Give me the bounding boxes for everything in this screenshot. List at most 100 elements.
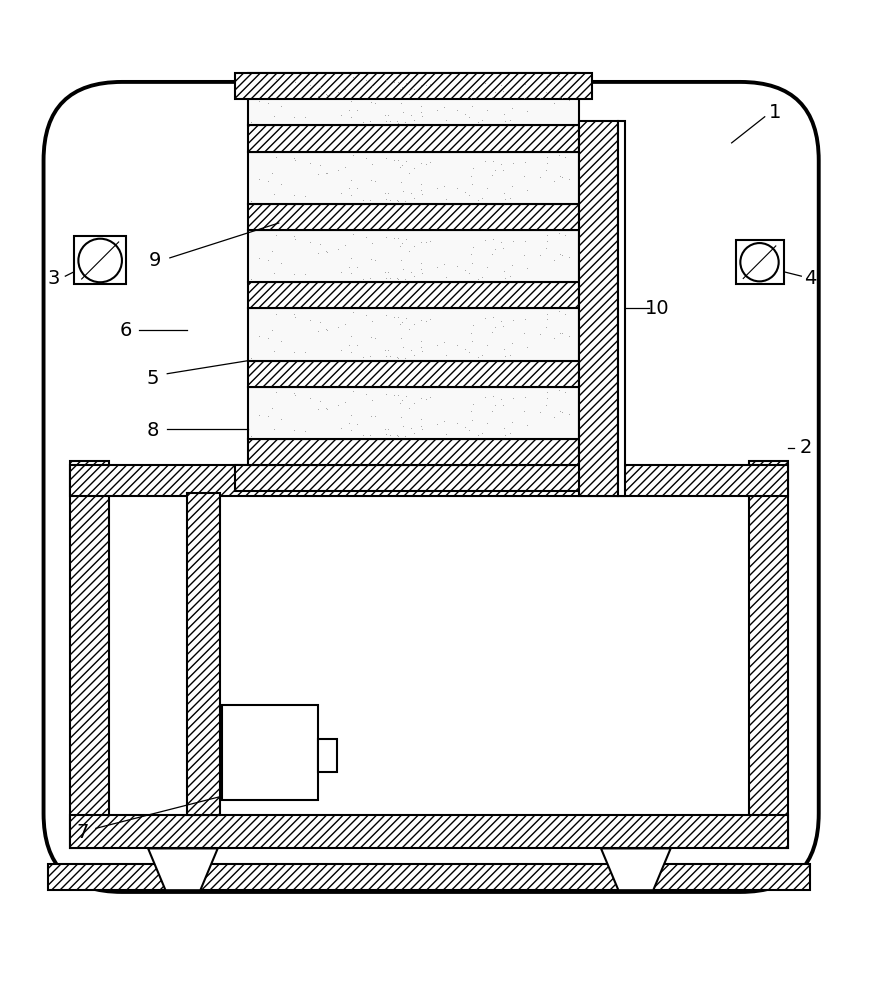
Point (407, 395, 421, 411)
Point (381, 185, 395, 201)
Point (496, 162, 510, 178)
Point (365, 78, 379, 94)
Point (533, 169, 547, 185)
Point (363, 270, 377, 286)
Point (261, 173, 275, 189)
Point (311, 323, 325, 339)
Point (378, 107, 392, 123)
Point (349, 259, 363, 275)
Point (470, 271, 484, 287)
Point (391, 350, 405, 366)
Point (338, 237, 352, 253)
Point (321, 322, 334, 338)
Point (391, 230, 405, 246)
Point (480, 259, 494, 275)
Point (390, 192, 404, 208)
Point (485, 403, 499, 419)
Point (319, 243, 333, 259)
Point (407, 425, 421, 441)
Point (252, 328, 266, 344)
Point (345, 344, 359, 360)
Point (287, 228, 300, 244)
Point (355, 271, 369, 287)
Point (498, 427, 512, 443)
Point (341, 415, 355, 431)
Point (422, 154, 436, 170)
Point (485, 153, 499, 169)
Bar (248, 73, 579, 125)
Point (345, 422, 359, 438)
Bar (248, 204, 579, 230)
Point (346, 147, 360, 163)
Point (266, 400, 280, 416)
Point (331, 397, 345, 413)
Point (345, 187, 359, 203)
Point (485, 388, 499, 404)
Point (379, 307, 393, 323)
Point (346, 226, 360, 242)
Point (422, 233, 436, 249)
Point (547, 252, 561, 268)
Point (365, 329, 379, 345)
Point (368, 408, 381, 424)
Point (407, 238, 421, 254)
Point (378, 185, 392, 201)
Point (378, 264, 392, 280)
Point (298, 266, 312, 282)
Point (430, 102, 444, 118)
Point (430, 259, 444, 275)
Point (489, 84, 503, 100)
Point (539, 240, 553, 256)
Point (395, 235, 408, 251)
Point (462, 187, 476, 203)
Point (287, 150, 300, 166)
Point (287, 344, 301, 360)
Point (480, 415, 494, 431)
Text: 4: 4 (804, 269, 816, 288)
Point (359, 229, 373, 245)
Point (391, 309, 405, 325)
Point (331, 241, 345, 257)
Point (414, 176, 428, 192)
Point (321, 165, 334, 181)
Point (319, 321, 333, 337)
Point (504, 100, 518, 116)
Point (498, 113, 512, 129)
Point (415, 108, 429, 124)
Point (458, 341, 472, 357)
Point (400, 75, 414, 91)
Point (395, 157, 408, 173)
Point (415, 343, 429, 359)
Bar (248, 282, 579, 308)
Point (478, 310, 492, 326)
Bar (48, 864, 810, 890)
Point (415, 234, 429, 250)
Point (485, 167, 499, 183)
Point (506, 155, 520, 171)
Point (274, 333, 288, 349)
Bar (187, 493, 220, 815)
Point (267, 108, 281, 124)
Point (365, 172, 379, 188)
Point (266, 87, 280, 103)
Point (498, 270, 512, 286)
Point (517, 168, 530, 184)
Bar (248, 387, 579, 439)
Text: 3: 3 (48, 269, 60, 288)
Circle shape (740, 243, 779, 281)
Point (466, 317, 480, 333)
Point (387, 309, 401, 325)
Point (518, 311, 532, 327)
Point (341, 259, 355, 275)
Point (555, 404, 569, 420)
Point (462, 344, 476, 360)
Point (379, 426, 393, 442)
Point (463, 168, 477, 184)
Point (267, 343, 281, 359)
Point (517, 403, 530, 419)
Point (387, 230, 401, 246)
Point (395, 314, 408, 330)
Point (404, 185, 418, 201)
Point (540, 311, 554, 327)
Point (379, 113, 393, 129)
